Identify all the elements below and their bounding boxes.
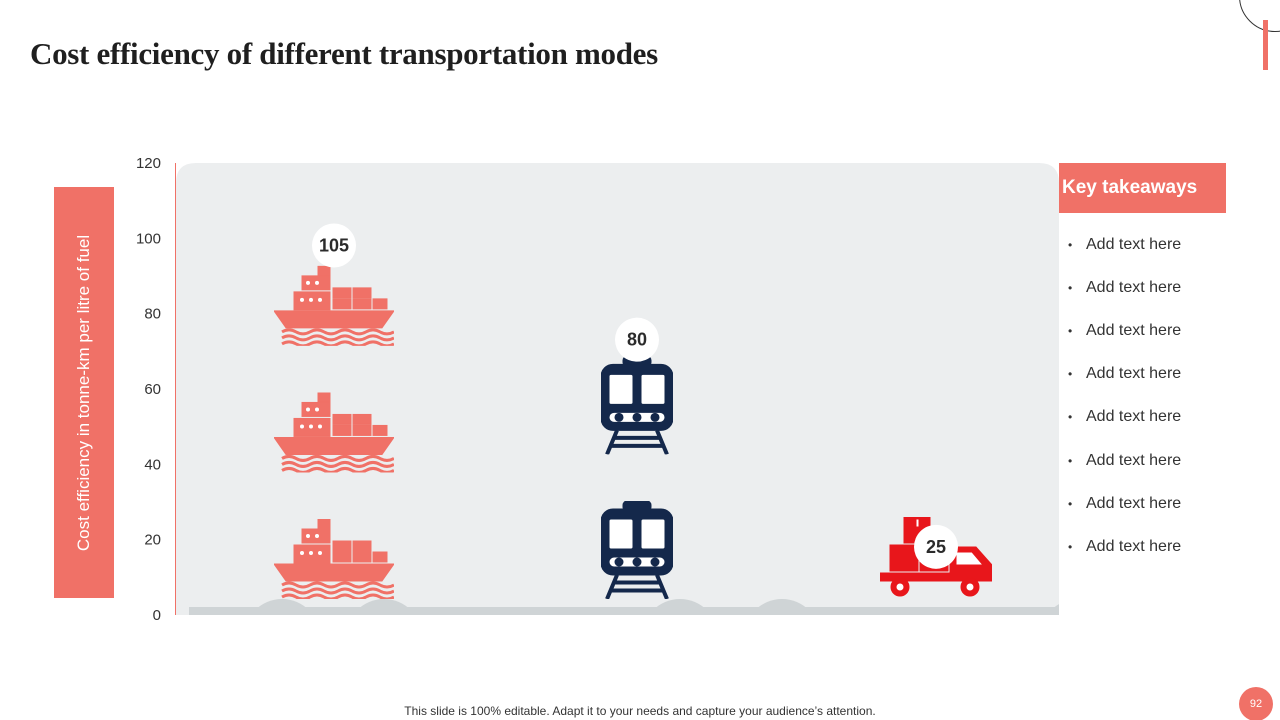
train-icon (601, 501, 673, 599)
key-takeaways-panel: Key takeaways • Add text here • Add text h… (1059, 163, 1226, 569)
corner-decoration-bar (1263, 20, 1268, 70)
value-label: 25 (926, 537, 946, 557)
takeaway-item: • Add text here (1059, 525, 1226, 568)
value-label: 105 (319, 236, 349, 256)
y-tick-label: 40 (144, 456, 161, 473)
page-number-badge: 92 (1239, 687, 1273, 720)
takeaway-text: Add text here (1086, 537, 1182, 555)
slide-title: Cost efficiency of different transportat… (30, 36, 658, 71)
train-icon (601, 356, 673, 455)
takeaway-text: Add text here (1086, 494, 1182, 512)
y-tick-label: 60 (144, 381, 161, 398)
bullet-icon: • (1068, 496, 1073, 511)
bullet-icon: • (1068, 237, 1073, 252)
value-label: 80 (627, 330, 647, 350)
bullet-icon: • (1068, 367, 1073, 382)
takeaway-item: • Add text here (1059, 396, 1226, 439)
takeaway-text: Add text here (1086, 235, 1182, 253)
takeaway-item: • Add text here (1059, 266, 1226, 309)
value-label-bubble (615, 317, 659, 362)
key-takeaways-list: • Add text here • Add text here • Add text … (1059, 223, 1226, 569)
takeaway-text: Add text here (1086, 321, 1182, 339)
takeaway-text: Add text here (1086, 278, 1182, 296)
takeaway-text: Add text here (1086, 451, 1182, 469)
bullet-icon: • (1068, 323, 1073, 338)
key-takeaways-header: Key takeaways (1059, 163, 1226, 213)
takeaway-item: • Add text here (1059, 482, 1226, 525)
y-tick-label: 80 (144, 306, 161, 323)
bullet-icon: • (1068, 410, 1073, 425)
bullet-icon: • (1068, 539, 1073, 554)
takeaway-text: Add text here (1086, 365, 1182, 383)
footer-note: This slide is 100% editable. Adapt it to… (404, 704, 876, 718)
y-tick-label: 100 (136, 230, 161, 247)
value-label-bubble (312, 223, 356, 268)
value-label-bubble (914, 524, 958, 569)
y-tick-label: 20 (144, 532, 161, 549)
bullet-icon: • (1068, 280, 1073, 295)
takeaway-text: Add text here (1086, 408, 1182, 426)
takeaway-item: • Add text here (1059, 353, 1226, 396)
bullet-icon: • (1068, 453, 1073, 468)
takeaway-item: • Add text here (1059, 439, 1226, 482)
y-tick-label: 0 (153, 607, 161, 624)
plot-base-decoration (189, 599, 1059, 615)
y-axis-label-box: Cost efficiency in tonne-km per litre of… (54, 187, 114, 598)
takeaway-item: • Add text here (1059, 309, 1226, 352)
takeaway-item: • Add text here (1059, 223, 1226, 266)
y-tick-label: 120 (136, 155, 161, 172)
